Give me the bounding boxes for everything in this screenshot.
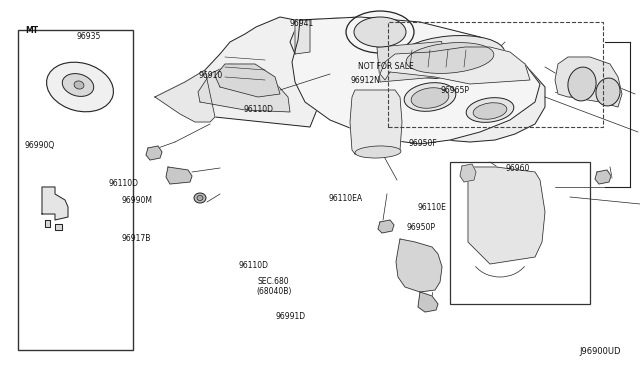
Polygon shape <box>55 224 62 230</box>
Ellipse shape <box>197 196 203 201</box>
Text: 96965P: 96965P <box>440 86 469 95</box>
Text: 96110D: 96110D <box>109 179 139 187</box>
Bar <box>18 30 133 350</box>
Ellipse shape <box>74 81 84 89</box>
Ellipse shape <box>406 42 494 73</box>
Polygon shape <box>378 220 394 233</box>
Polygon shape <box>555 57 622 107</box>
Text: 96912N: 96912N <box>351 76 381 85</box>
Polygon shape <box>295 20 310 54</box>
Text: 96110E: 96110E <box>418 203 447 212</box>
Polygon shape <box>350 90 402 154</box>
Text: NOT FOR SALE: NOT FOR SALE <box>358 62 414 71</box>
Text: 96990Q: 96990Q <box>24 141 54 150</box>
Polygon shape <box>380 47 530 84</box>
Text: 96110EA: 96110EA <box>328 194 362 203</box>
Ellipse shape <box>62 74 93 96</box>
Polygon shape <box>166 167 192 184</box>
Text: 96910: 96910 <box>198 71 223 80</box>
Text: (68040B): (68040B) <box>256 287 291 296</box>
Bar <box>450 162 590 304</box>
Polygon shape <box>155 70 215 122</box>
Polygon shape <box>215 64 280 97</box>
Text: 96950P: 96950P <box>406 223 435 232</box>
Text: 96990M: 96990M <box>122 196 152 205</box>
Polygon shape <box>45 220 50 227</box>
Polygon shape <box>292 17 540 144</box>
Text: 96110D: 96110D <box>243 105 273 114</box>
Ellipse shape <box>596 78 620 106</box>
Polygon shape <box>155 17 320 127</box>
Ellipse shape <box>395 36 505 78</box>
Text: MT: MT <box>26 26 39 35</box>
Polygon shape <box>146 146 162 160</box>
Text: 96991D: 96991D <box>275 312 305 321</box>
Ellipse shape <box>568 67 596 101</box>
Ellipse shape <box>47 62 113 112</box>
Bar <box>388 22 603 127</box>
Ellipse shape <box>411 88 449 108</box>
Ellipse shape <box>355 146 401 158</box>
Ellipse shape <box>354 17 406 47</box>
Polygon shape <box>595 170 611 184</box>
Text: 96935: 96935 <box>77 32 101 41</box>
Polygon shape <box>198 64 290 112</box>
Ellipse shape <box>404 83 456 111</box>
Polygon shape <box>42 187 68 220</box>
Ellipse shape <box>473 103 507 119</box>
Text: 96960: 96960 <box>506 164 530 173</box>
Polygon shape <box>460 164 476 182</box>
Ellipse shape <box>466 98 514 122</box>
Text: J96900UD: J96900UD <box>579 347 621 356</box>
Polygon shape <box>418 292 438 312</box>
Text: SEC.680: SEC.680 <box>258 277 289 286</box>
Polygon shape <box>468 167 545 264</box>
Bar <box>377 41 445 82</box>
Ellipse shape <box>346 11 414 53</box>
Text: 96917B: 96917B <box>122 234 151 243</box>
Text: 96110D: 96110D <box>239 261 269 270</box>
Text: 96941: 96941 <box>290 19 314 28</box>
Polygon shape <box>396 239 442 292</box>
Ellipse shape <box>194 193 206 203</box>
Polygon shape <box>290 17 545 142</box>
Text: 96950F: 96950F <box>408 140 437 148</box>
